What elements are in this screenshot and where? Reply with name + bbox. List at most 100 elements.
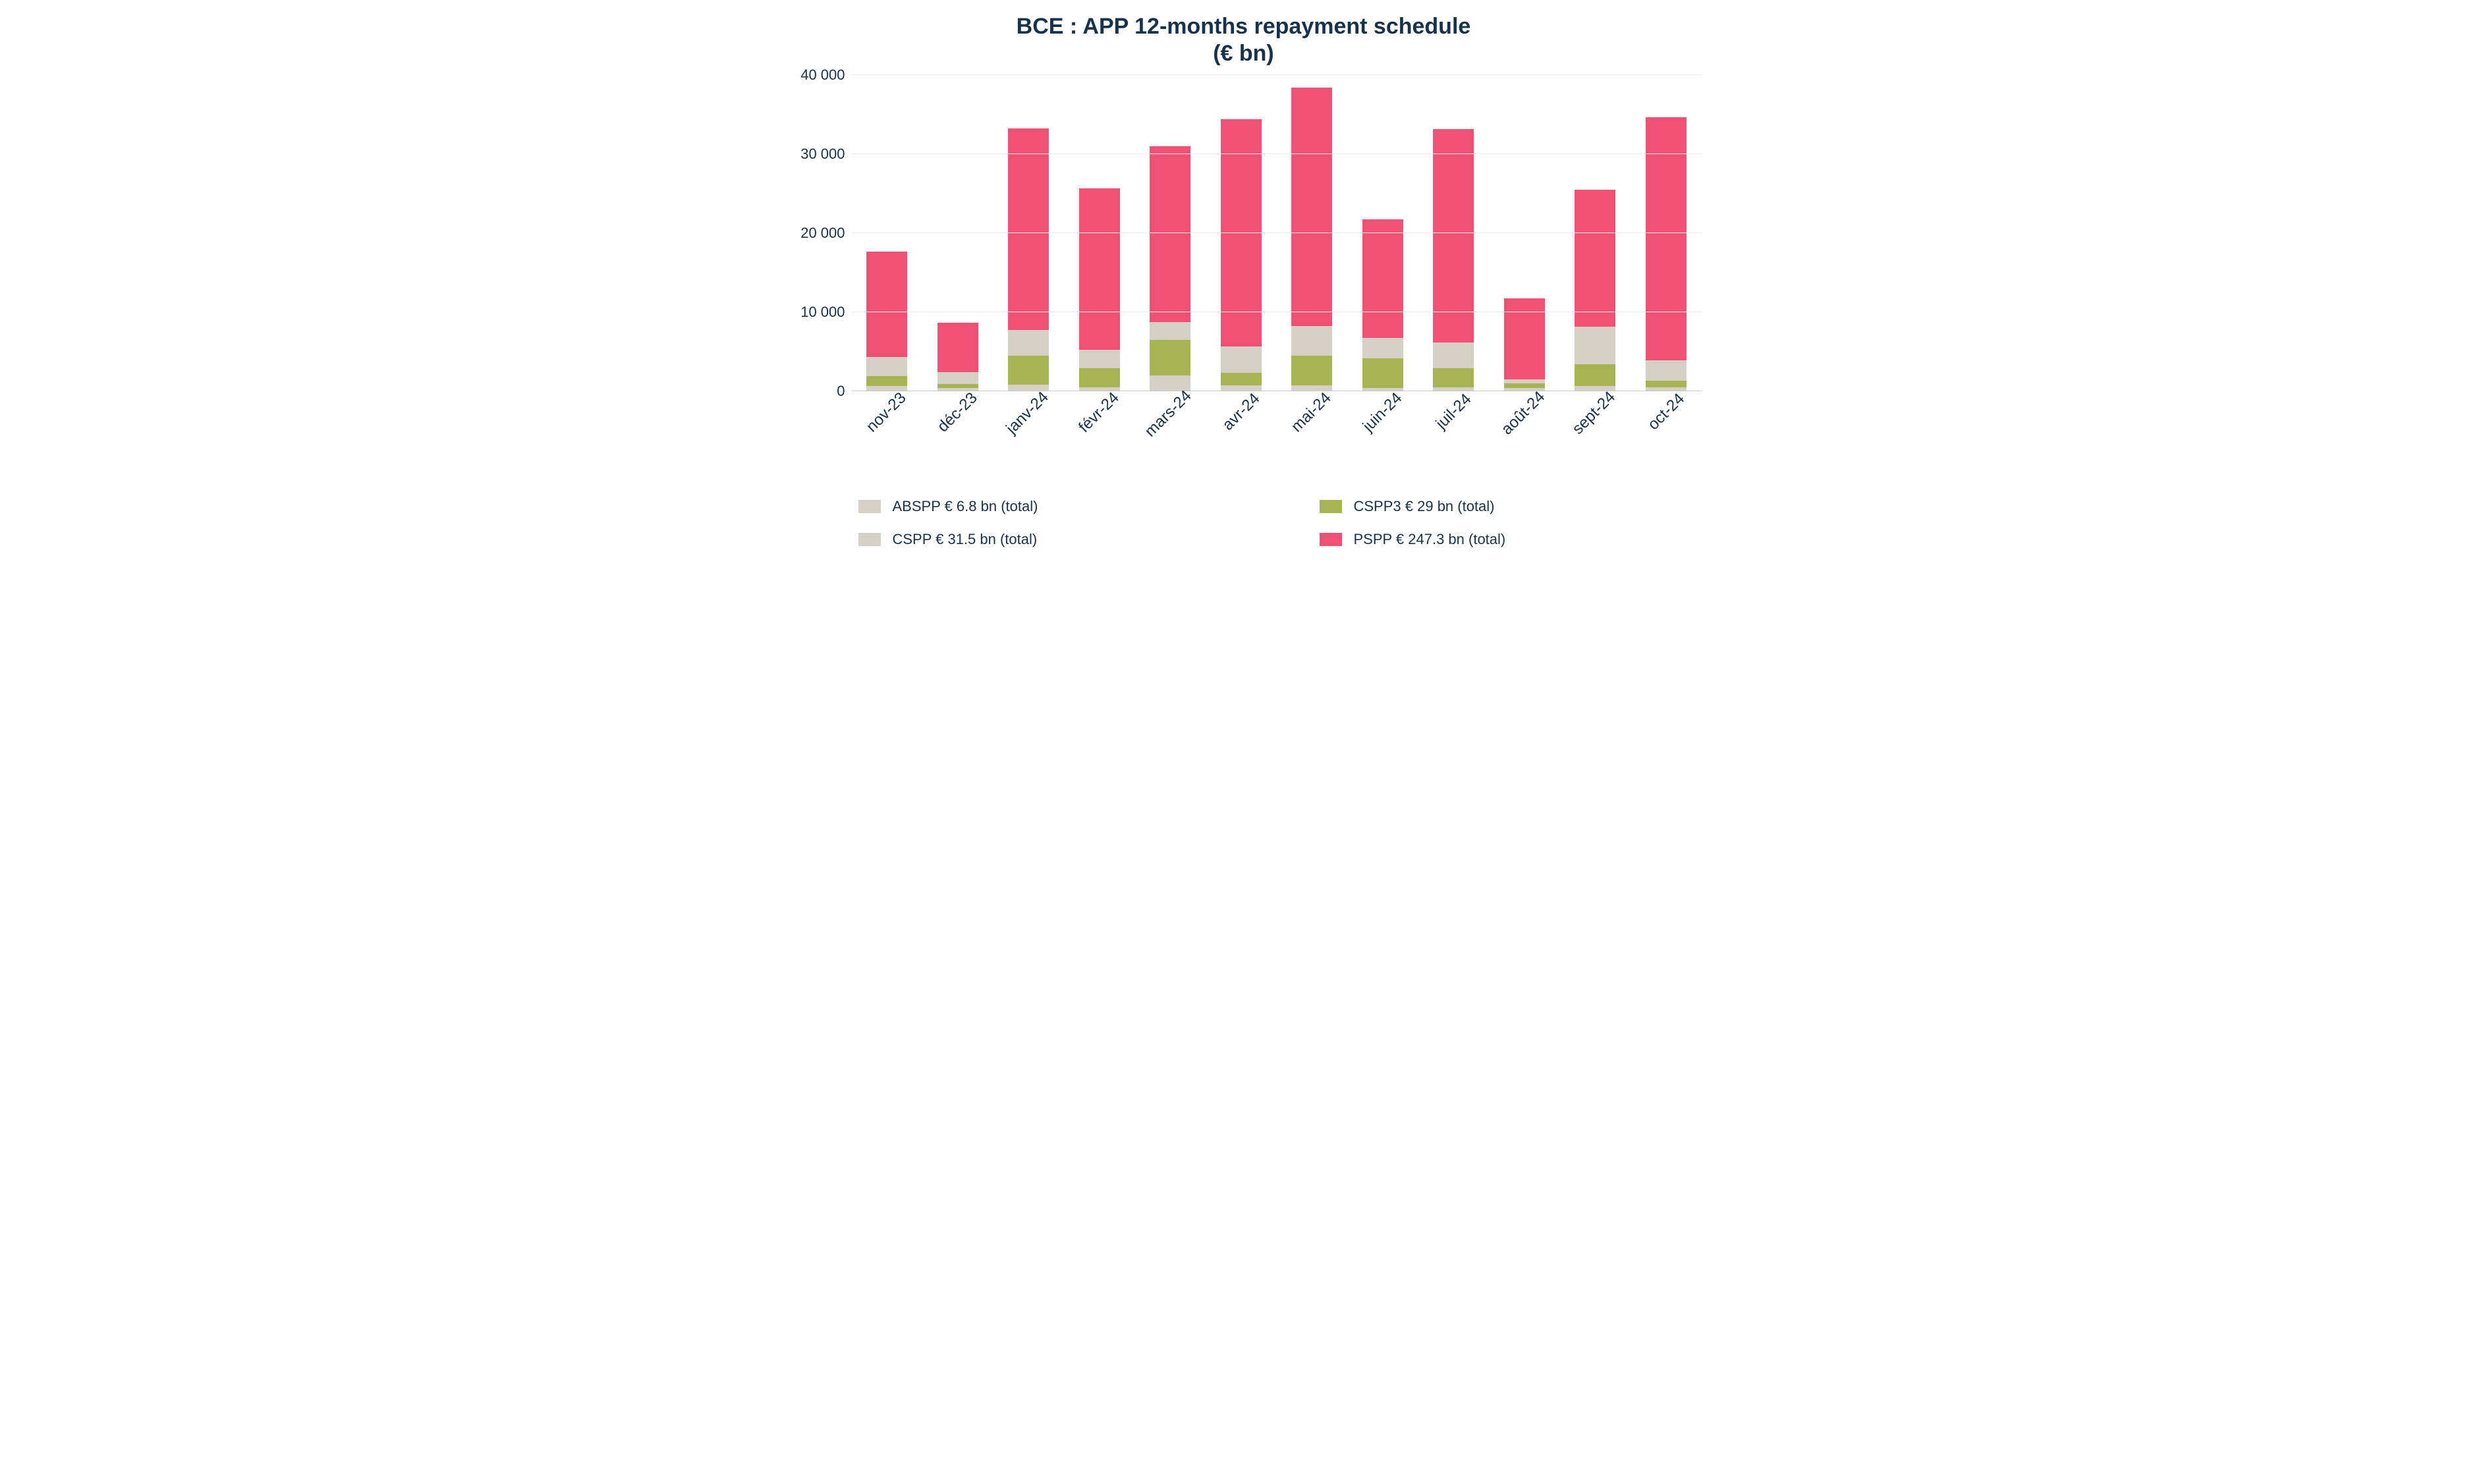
bar-segment-cspp3 — [1079, 368, 1120, 387]
legend-swatch — [1320, 500, 1342, 513]
x-axis: nov-23déc-23janv-24févr-24mars-24avr-24m… — [786, 399, 1702, 478]
bar-segment-cspp3 — [1433, 368, 1474, 387]
bar-segment-cspp — [1079, 350, 1120, 368]
bar-slot — [993, 75, 1065, 391]
x-label-slot: oct-24 — [1631, 399, 1702, 478]
x-label-slot: févr-24 — [1064, 399, 1135, 478]
bar-segment-cspp — [1433, 343, 1474, 368]
x-label-slot: mars-24 — [1135, 399, 1206, 478]
x-axis-label: mars-24 — [1142, 387, 1196, 441]
bar — [1221, 119, 1262, 391]
x-axis-label: juil-24 — [1433, 390, 1476, 433]
bar — [866, 252, 907, 391]
bar-segment-pspp — [1291, 88, 1332, 326]
x-axis-label: sept-24 — [1569, 388, 1619, 438]
legend-item-pspp: PSPP € 247.3 bn (total) — [1320, 531, 1702, 548]
legend-item-abspp: ABSPP € 6.8 bn (total) — [858, 498, 1241, 515]
x-axis-label: juin-24 — [1359, 389, 1406, 435]
x-axis-label: déc-23 — [934, 389, 981, 436]
bar-segment-cspp — [866, 357, 907, 376]
legend-label: ABSPP € 6.8 bn (total) — [893, 498, 1038, 515]
bar — [937, 323, 978, 391]
x-label-slot: janv-24 — [993, 399, 1065, 478]
legend-label: PSPP € 247.3 bn (total) — [1354, 531, 1506, 548]
bars-layer — [852, 75, 1702, 391]
bar — [1008, 128, 1049, 391]
bar-slot — [1347, 75, 1418, 391]
bar-segment-pspp — [1150, 146, 1190, 323]
bar-slot — [1489, 75, 1560, 391]
bar-slot — [1631, 75, 1702, 391]
bar-segment-pspp — [1079, 188, 1120, 350]
bar-segment-cspp — [1362, 338, 1403, 358]
bar-segment-pspp — [866, 252, 907, 357]
bar-slot — [1418, 75, 1490, 391]
bar-segment-cspp — [1008, 330, 1049, 355]
bar-segment-cspp — [1291, 326, 1332, 355]
bar-segment-cspp — [1575, 327, 1615, 364]
grid-line — [852, 153, 1702, 154]
legend-label: CSPP € 31.5 bn (total) — [893, 531, 1038, 548]
bar-slot — [922, 75, 993, 391]
bar-segment-cspp3 — [1504, 383, 1545, 388]
x-label-slot: déc-23 — [922, 399, 993, 478]
bar — [1433, 129, 1474, 391]
bar-slot — [1277, 75, 1348, 391]
bar-segment-pspp — [1646, 117, 1687, 360]
bar-segment-pspp — [1008, 128, 1049, 330]
bar-segment-cspp3 — [866, 376, 907, 387]
bar-segment-pspp — [1362, 219, 1403, 338]
chart-title: BCE : APP 12-months repayment schedule (… — [786, 13, 1702, 67]
x-label-slot: juil-24 — [1418, 399, 1490, 478]
bar-segment-pspp — [1504, 298, 1545, 379]
bar-segment-pspp — [1575, 190, 1615, 327]
legend-item-cspp3: CSPP3 € 29 bn (total) — [1320, 498, 1702, 515]
x-axis-label: mai-24 — [1288, 389, 1335, 436]
bar-segment-cspp3 — [1575, 364, 1615, 387]
bar — [1362, 219, 1403, 391]
grid-line — [852, 74, 1702, 75]
bar-segment-pspp — [937, 323, 978, 371]
bar-segment-cspp3 — [1362, 358, 1403, 387]
bar-slot — [852, 75, 923, 391]
legend-label: CSPP3 € 29 bn (total) — [1354, 498, 1495, 515]
legend-item-cspp: CSPP € 31.5 bn (total) — [858, 531, 1241, 548]
bar-segment-cspp — [1221, 346, 1262, 373]
x-label-slot: avr-24 — [1206, 399, 1277, 478]
bar-slot — [1064, 75, 1135, 391]
bar — [1646, 117, 1687, 391]
x-label-slot: juin-24 — [1347, 399, 1418, 478]
legend-swatch — [858, 500, 881, 513]
x-axis-spacer — [786, 399, 852, 478]
bar-segment-cspp3 — [1646, 381, 1687, 387]
legend: ABSPP € 6.8 bn (total) CSPP3 € 29 bn (tot… — [786, 498, 1702, 548]
x-axis-labels: nov-23déc-23janv-24févr-24mars-24avr-24m… — [852, 399, 1702, 478]
bar-segment-cspp3 — [1291, 356, 1332, 386]
bar-segment-cspp3 — [1008, 356, 1049, 385]
bar — [1504, 298, 1545, 391]
x-label-slot: nov-23 — [852, 399, 923, 478]
bar-segment-cspp3 — [1150, 340, 1190, 375]
bar-segment-cspp — [1646, 360, 1687, 381]
stacked-bar-chart: BCE : APP 12-months repayment schedule (… — [766, 0, 1721, 568]
y-axis: 40 00030 00020 00010 0000 — [786, 75, 852, 391]
bar-segment-cspp — [937, 372, 978, 384]
x-axis-label: nov-23 — [863, 389, 910, 436]
bar-slot — [1560, 75, 1631, 391]
bar-slot — [1135, 75, 1206, 391]
x-axis-label: févr-24 — [1075, 389, 1123, 437]
legend-swatch — [858, 533, 881, 546]
bar — [1291, 88, 1332, 391]
x-label-slot: mai-24 — [1277, 399, 1348, 478]
x-axis-label: avr-24 — [1219, 389, 1264, 434]
x-axis-label: oct-24 — [1644, 389, 1689, 433]
legend-swatch — [1320, 533, 1342, 546]
bar — [1079, 188, 1120, 391]
bar-segment-cspp3 — [1221, 373, 1262, 385]
bar — [1575, 190, 1615, 391]
x-label-slot: août-24 — [1489, 399, 1560, 478]
x-label-slot: sept-24 — [1560, 399, 1631, 478]
x-axis-label: janv-24 — [1003, 388, 1052, 437]
bar-segment-cspp — [1150, 322, 1190, 339]
chart-title-line1: BCE : APP 12-months repayment schedule — [786, 13, 1702, 40]
